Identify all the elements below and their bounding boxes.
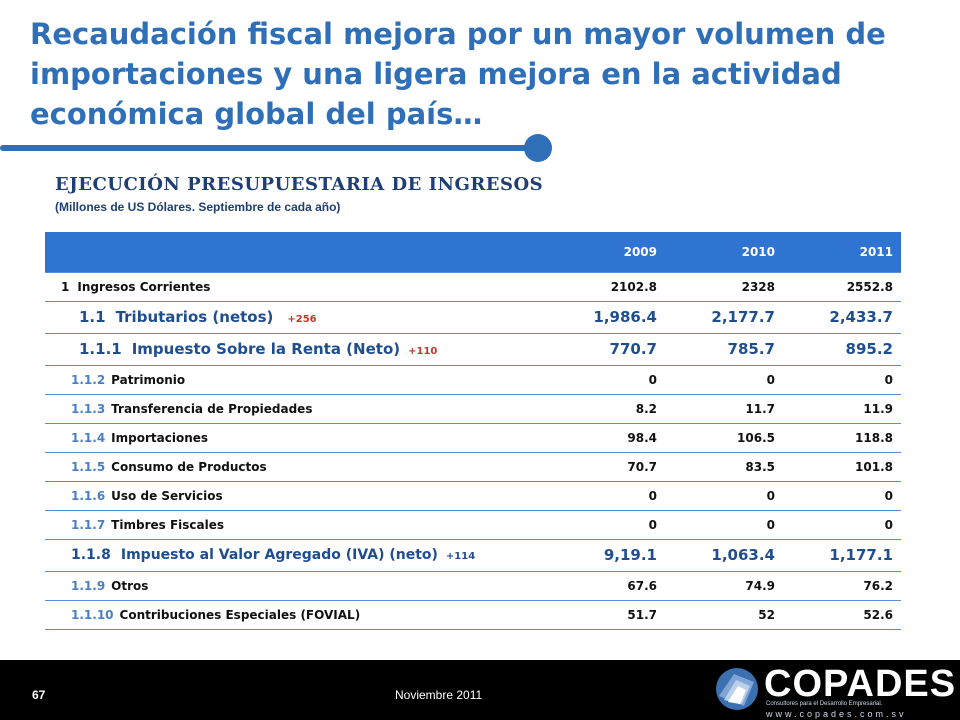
row-code: 1.1 <box>79 308 106 326</box>
value-2009: 9,19.1 <box>547 539 665 572</box>
table-row: 1.1.10 Contribuciones Especiales (FOVIAL)… <box>45 600 901 630</box>
value-2010: 2,177.7 <box>665 301 783 334</box>
value-2010: 11.7 <box>665 394 783 424</box>
value-2009: 0 <box>547 365 665 395</box>
value-2011: 0 <box>783 365 901 395</box>
value-2011: 11.9 <box>783 394 901 424</box>
value-2010: 74.9 <box>665 571 783 601</box>
value-2011: 118.8 <box>783 423 901 453</box>
row-label: Impuesto Sobre la Renta (Neto) <box>131 340 401 358</box>
copades-logo: COPADES Consultores para el Desarrollo E… <box>706 660 960 720</box>
header-label-cell <box>45 232 547 273</box>
table-header-row: 2009 2010 2011 <box>45 232 901 273</box>
row-delta: +110 <box>408 346 438 357</box>
row-code: 1.1.1 <box>79 340 122 358</box>
value-2010: 52 <box>665 600 783 630</box>
title-underline-dot <box>524 134 552 162</box>
table-row: 1.1.9 Otros 67.6 74.9 76.2 <box>45 571 901 601</box>
table-row: 1 Ingresos Corrientes 2102.8 2328 2552.8 <box>45 272 901 302</box>
row-code: 1.1.10 <box>71 607 114 622</box>
row-label: Consumo de Productos <box>111 459 267 474</box>
row-code: 1.1.8 <box>71 547 111 563</box>
table-row: 1.1.3 Transferencia de Propiedades 8.2 11… <box>45 394 901 424</box>
value-2009: 51.7 <box>547 600 665 630</box>
value-2010: 83.5 <box>665 452 783 482</box>
value-2009: 8.2 <box>547 394 665 424</box>
value-2009: 0 <box>547 510 665 540</box>
row-code: 1.1.3 <box>71 401 106 416</box>
row-label: Impuesto al Valor Agregado (IVA) (neto) <box>120 547 438 563</box>
value-2010: 0 <box>665 365 783 395</box>
logo-globe-icon <box>716 668 758 710</box>
table-row: 1.1.5 Consumo de Productos 70.7 83.5 101.… <box>45 452 901 482</box>
page-number: 67 <box>32 688 46 702</box>
table-row: 1.1.2 Patrimonio 0 0 0 <box>45 365 901 395</box>
row-label: Contribuciones Especiales (FOVIAL) <box>119 607 361 622</box>
table-unit-note: (Millones de US Dólares. Septiembre de c… <box>55 200 341 214</box>
table-title: EJECUCIÓN PRESUPUESTARIA DE INGRESOS <box>55 174 544 195</box>
value-2011: 101.8 <box>783 452 901 482</box>
value-2010: 106.5 <box>665 423 783 453</box>
table-row: 1.1.7 Timbres Fiscales 0 0 0 <box>45 510 901 540</box>
value-2011: 2,433.7 <box>783 301 901 334</box>
value-2010: 0 <box>665 510 783 540</box>
row-code: 1 <box>61 279 70 294</box>
value-2011: 0 <box>783 481 901 511</box>
value-2010: 0 <box>665 481 783 511</box>
table-row: 1.1.4 Importaciones 98.4 106.5 118.8 <box>45 423 901 453</box>
value-2009: 70.7 <box>547 452 665 482</box>
value-2009: 2102.8 <box>547 272 665 302</box>
logo-wordmark: COPADES <box>764 663 957 705</box>
value-2011: 76.2 <box>783 571 901 601</box>
value-2010: 785.7 <box>665 333 783 366</box>
logo-tagline: Consultores para el Desarrollo Empresari… <box>766 701 883 707</box>
row-label: Patrimonio <box>111 372 186 387</box>
row-label: Ingresos Corrientes <box>77 279 211 294</box>
row-code: 1.1.7 <box>71 517 106 532</box>
row-code: 1.1.5 <box>71 459 106 474</box>
row-label: Tributarios (netos) <box>115 308 274 326</box>
value-2011: 52.6 <box>783 600 901 630</box>
footer-date: Noviembre 2011 <box>395 688 483 702</box>
row-code: 1.1.4 <box>71 430 106 445</box>
budget-table: 2009 2010 2011 1 Ingresos Corrientes 2102… <box>45 232 901 630</box>
row-delta: +256 <box>287 314 317 325</box>
value-2011: 0 <box>783 510 901 540</box>
slide-title: Recaudación fiscal mejora por un mayor v… <box>30 17 886 131</box>
value-2011: 2552.8 <box>783 272 901 302</box>
header-year-2011: 2011 <box>783 232 901 273</box>
footer-bar <box>0 660 960 720</box>
header-year-2010: 2010 <box>665 232 783 273</box>
row-code: 1.1.9 <box>71 578 106 593</box>
row-label: Importaciones <box>111 430 209 445</box>
table-row: 1.1.6 Uso de Servicios 0 0 0 <box>45 481 901 511</box>
row-label: Uso de Servicios <box>111 488 223 503</box>
row-delta: +114 <box>445 551 476 562</box>
value-2010: 2328 <box>665 272 783 302</box>
value-2009: 67.6 <box>547 571 665 601</box>
table-row: 1.1 Tributarios (netos) +256 1,986.4 2,177… <box>45 301 901 334</box>
title-underline <box>0 145 530 151</box>
value-2009: 98.4 <box>547 423 665 453</box>
table-row: 1.1.1 Impuesto Sobre la Renta (Neto) +110 … <box>45 333 901 366</box>
value-2009: 0 <box>547 481 665 511</box>
row-code: 1.1.2 <box>71 372 106 387</box>
value-2009: 1,986.4 <box>547 301 665 334</box>
row-label: Transferencia de Propiedades <box>111 401 313 416</box>
value-2011: 1,177.1 <box>783 539 901 572</box>
row-code: 1.1.6 <box>71 488 106 503</box>
row-label: Timbres Fiscales <box>111 517 224 532</box>
value-2011: 895.2 <box>783 333 901 366</box>
table-row: 1.1.8 Impuesto al Valor Agregado (IVA) (n… <box>45 539 901 572</box>
logo-url: www.copades.com.sv <box>766 709 907 719</box>
row-label: Otros <box>111 578 149 593</box>
value-2010: 1,063.4 <box>665 539 783 572</box>
value-2009: 770.7 <box>547 333 665 366</box>
header-year-2009: 2009 <box>547 232 665 273</box>
